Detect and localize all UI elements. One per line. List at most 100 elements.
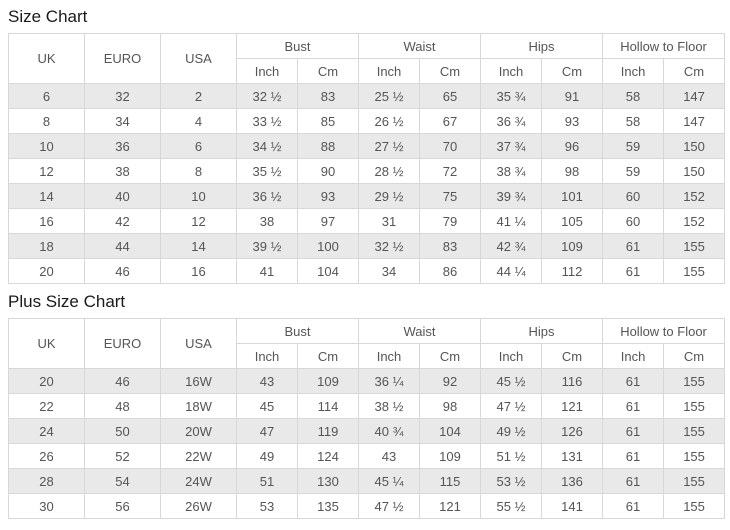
table-cell: 56 bbox=[84, 493, 161, 519]
table-cell: 31 bbox=[358, 208, 421, 234]
header-row-units: Inch Cm Inch Cm Inch Cm Inch Cm bbox=[9, 343, 726, 369]
table-cell: 32 ½ bbox=[236, 83, 298, 109]
unit-header-cm: Cm bbox=[296, 343, 360, 369]
table-cell: 8 bbox=[160, 158, 237, 184]
table-cell: 37 ¾ bbox=[480, 133, 543, 159]
header-row-groups: UK EURO USA Bust Waist Hips Hollow to Fl… bbox=[8, 318, 726, 369]
unit-header-cm: Cm bbox=[419, 343, 482, 369]
unit-header-inch: Inch bbox=[358, 343, 421, 369]
table-cell: 124 bbox=[296, 443, 360, 469]
table-row: 14 40 10 36 ½ 93 29 ½ 75 39 ¾ 101 60 152 bbox=[8, 183, 726, 209]
table-row: 16 42 12 38 97 31 79 41 ¼ 105 60 152 bbox=[8, 208, 726, 234]
table-cell: 53 ½ bbox=[480, 468, 543, 494]
table-cell: 20 bbox=[8, 258, 85, 284]
table-cell: 42 ¾ bbox=[480, 233, 543, 259]
table-cell: 55 ½ bbox=[480, 493, 543, 519]
header-row-groups: UK EURO USA Bust Waist Hips Hollow to Fl… bbox=[8, 33, 726, 84]
table-cell: 12 bbox=[160, 208, 237, 234]
table-cell: 152 bbox=[663, 208, 726, 234]
table-cell: 61 bbox=[602, 233, 665, 259]
table-cell: 28 bbox=[8, 468, 85, 494]
table-cell: 39 ¾ bbox=[480, 183, 543, 209]
table-cell: 100 bbox=[296, 233, 360, 259]
table-cell: 116 bbox=[541, 368, 604, 394]
table-cell: 14 bbox=[160, 233, 237, 259]
table-cell: 135 bbox=[296, 493, 360, 519]
table-cell: 35 ½ bbox=[236, 158, 298, 184]
table-cell: 150 bbox=[663, 133, 726, 159]
table-cell: 119 bbox=[296, 418, 360, 444]
table-cell: 83 bbox=[419, 233, 482, 259]
table-cell: 58 bbox=[602, 83, 665, 109]
table-cell: 28 ½ bbox=[358, 158, 421, 184]
table-cell: 109 bbox=[541, 233, 604, 259]
table-cell: 32 ½ bbox=[358, 233, 421, 259]
table-cell: 22 bbox=[8, 393, 85, 419]
table-cell: 36 bbox=[84, 133, 161, 159]
table-cell: 104 bbox=[419, 418, 482, 444]
table-cell: 147 bbox=[663, 108, 726, 134]
table-cell: 59 bbox=[602, 133, 665, 159]
column-header-bust: Bust bbox=[235, 318, 360, 344]
table-cell: 98 bbox=[419, 393, 482, 419]
unit-header-cm: Cm bbox=[663, 343, 726, 369]
table-cell: 27 ½ bbox=[358, 133, 421, 159]
table-cell: 61 bbox=[602, 368, 665, 394]
plus-size-chart-section: Plus Size Chart UK EURO USA Bust Waist H… bbox=[8, 293, 726, 519]
table-row: 22 48 18W 45 114 38 ½ 98 47 ½ 121 61 155 bbox=[8, 393, 726, 419]
column-header-usa: USA bbox=[160, 318, 237, 369]
table-cell: 52 bbox=[84, 443, 161, 469]
table-cell: 131 bbox=[541, 443, 604, 469]
table-cell: 14 bbox=[8, 183, 85, 209]
column-header-uk: UK bbox=[8, 318, 85, 369]
unit-header-inch: Inch bbox=[236, 58, 298, 84]
table-cell: 44 ¼ bbox=[480, 258, 543, 284]
table-row: 8 34 4 33 ½ 85 26 ½ 67 36 ¾ 93 58 147 bbox=[8, 108, 726, 134]
table-cell: 4 bbox=[160, 108, 237, 134]
table-cell: 20W bbox=[160, 418, 237, 444]
table-cell: 34 bbox=[84, 108, 161, 134]
table-cell: 121 bbox=[419, 493, 482, 519]
table-cell: 40 ¾ bbox=[358, 418, 421, 444]
unit-header-inch: Inch bbox=[602, 343, 665, 369]
table-cell: 40 bbox=[84, 183, 161, 209]
table-cell: 12 bbox=[8, 158, 85, 184]
table-cell: 38 ¾ bbox=[480, 158, 543, 184]
table-cell: 26 bbox=[8, 443, 85, 469]
table-row: 10 36 6 34 ½ 88 27 ½ 70 37 ¾ 96 59 150 bbox=[8, 133, 726, 159]
plus-size-chart-table: UK EURO USA Bust Waist Hips Hollow to Fl… bbox=[8, 318, 726, 519]
table-row: 30 56 26W 53 135 47 ½ 121 55 ½ 141 61 155 bbox=[8, 493, 726, 519]
size-chart-title: Size Chart bbox=[8, 7, 88, 26]
table-cell: 42 bbox=[84, 208, 161, 234]
table-cell: 26 ½ bbox=[358, 108, 421, 134]
table-cell: 67 bbox=[419, 108, 482, 134]
unit-header-inch: Inch bbox=[480, 58, 543, 84]
plus-size-chart-body: 20 46 16W 43 109 36 ¼ 92 45 ½ 116 61 155 22 48 18W 45 1… bbox=[8, 368, 726, 519]
table-cell: 30 bbox=[8, 493, 85, 519]
table-row: 6 32 2 32 ½ 83 25 ½ 65 35 ¾ 91 58 147 bbox=[8, 83, 726, 109]
table-cell: 155 bbox=[663, 258, 726, 284]
unit-header-inch: Inch bbox=[480, 343, 543, 369]
table-cell: 155 bbox=[663, 233, 726, 259]
table-cell: 98 bbox=[541, 158, 604, 184]
table-cell: 10 bbox=[8, 133, 85, 159]
table-cell: 46 bbox=[84, 258, 161, 284]
table-cell: 20 bbox=[8, 368, 85, 394]
table-cell: 34 bbox=[358, 258, 421, 284]
size-chart-body: 6 32 2 32 ½ 83 25 ½ 65 35 ¾ 91 58 147 8 34 4 33 ½ 85 26 … bbox=[8, 83, 726, 284]
table-cell: 155 bbox=[663, 368, 726, 394]
table-cell: 47 bbox=[236, 418, 298, 444]
table-cell: 155 bbox=[663, 493, 726, 519]
table-cell: 54 bbox=[84, 468, 161, 494]
table-cell: 121 bbox=[541, 393, 604, 419]
table-cell: 61 bbox=[602, 468, 665, 494]
table-row: 20 46 16 41 104 34 86 44 ¼ 112 61 155 bbox=[8, 258, 726, 284]
table-row: 12 38 8 35 ½ 90 28 ½ 72 38 ¾ 98 59 150 bbox=[8, 158, 726, 184]
table-cell: 53 bbox=[236, 493, 298, 519]
table-cell: 92 bbox=[419, 368, 482, 394]
table-cell: 29 ½ bbox=[358, 183, 421, 209]
table-cell: 85 bbox=[296, 108, 360, 134]
table-cell: 46 bbox=[84, 368, 161, 394]
table-cell: 48 bbox=[84, 393, 161, 419]
table-cell: 58 bbox=[602, 108, 665, 134]
